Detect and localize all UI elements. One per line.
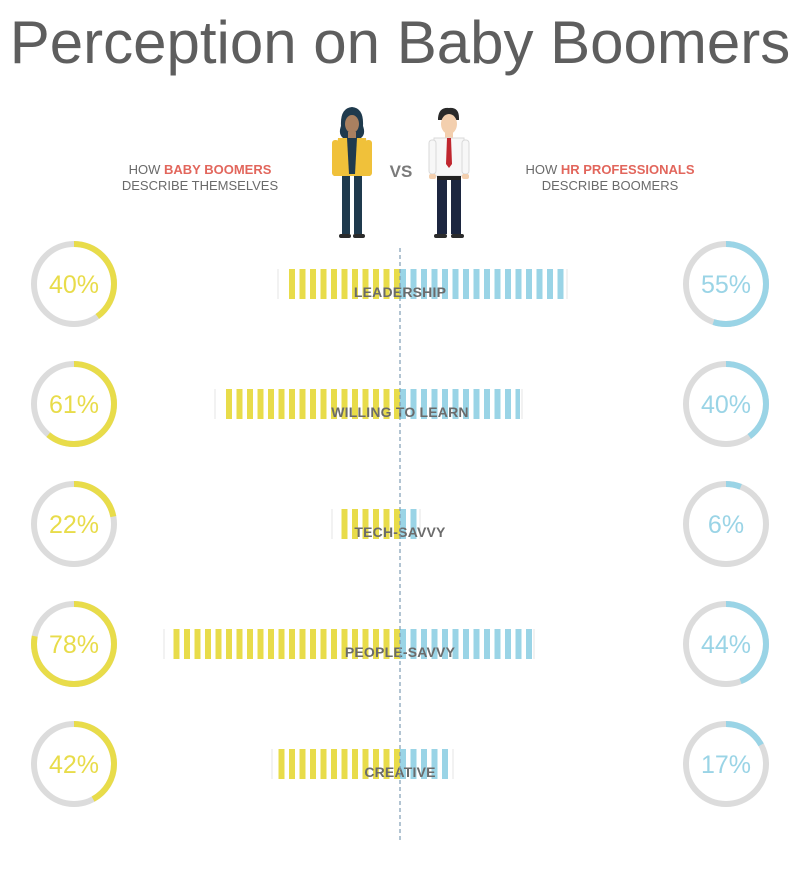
ring-left-creative-arc bbox=[31, 721, 117, 807]
bar-right-people-savvy bbox=[400, 629, 532, 659]
right-header-prefix: HOW bbox=[525, 162, 561, 177]
ring-left-creative-label: 42% bbox=[49, 751, 99, 779]
man-with-red-tie-icon bbox=[428, 107, 470, 238]
ring-left-leadership-arc bbox=[31, 241, 117, 327]
right-header-line2: DESCRIBE BOOMERS bbox=[541, 178, 679, 193]
ring-right-creative-label: 17% bbox=[701, 751, 751, 779]
ring-left-tech-savvy-label: 22% bbox=[49, 511, 99, 539]
ring-left-willing-to-learn-arc bbox=[31, 361, 117, 447]
bar-left-willing-to-learn bbox=[226, 389, 400, 419]
woman-in-yellow-jacket-icon bbox=[332, 107, 372, 238]
chart-title: Perception on Baby Boomers bbox=[9, 9, 791, 76]
ring-left-leadership-label: 40% bbox=[49, 271, 99, 299]
bar-left-tech-savvy bbox=[341, 509, 400, 539]
left-header-line2: DESCRIBE THEMSELVES bbox=[121, 178, 279, 193]
left-header-highlight: BABY BOOMERS bbox=[164, 162, 272, 177]
ring-right-willing-to-learn-arc bbox=[683, 361, 769, 447]
bar-right-creative bbox=[400, 749, 448, 779]
right-series-header: HOW HR PROFESSIONALS DESCRIBE BOOMERS bbox=[490, 162, 730, 194]
ring-right-people-savvy-arc bbox=[683, 601, 769, 687]
ring-right-tech-savvy-label: 6% bbox=[708, 511, 744, 539]
ring-right-willing-to-learn-label: 40% bbox=[701, 391, 751, 419]
bar-left-people-savvy bbox=[173, 629, 400, 659]
bar-left-leadership bbox=[289, 269, 400, 299]
ring-right-tech-savvy-arc bbox=[683, 481, 769, 567]
ring-left-willing-to-learn-label: 61% bbox=[49, 391, 99, 419]
ring-left-tech-savvy-arc bbox=[31, 481, 117, 567]
category-label-creative: CREATIVE bbox=[364, 764, 435, 780]
bar-right-leadership bbox=[400, 269, 564, 299]
left-header-prefix: HOW bbox=[128, 162, 164, 177]
ring-left-people-savvy-arc bbox=[31, 601, 117, 687]
bar-right-willing-to-learn bbox=[400, 389, 520, 419]
ring-right-leadership-arc bbox=[683, 241, 769, 327]
left-series-header: HOW BABY BOOMERS DESCRIBE THEMSELVES bbox=[80, 162, 320, 194]
category-label-people-savvy: PEOPLE-SAVVY bbox=[345, 644, 456, 660]
ring-right-leadership-label: 55% bbox=[701, 271, 751, 299]
vs-label: VS bbox=[389, 162, 413, 181]
bar-left-creative bbox=[278, 749, 400, 779]
bar-right-tech-savvy bbox=[400, 509, 417, 539]
ring-left-people-savvy-label: 78% bbox=[49, 631, 99, 659]
ring-right-creative-arc bbox=[683, 721, 769, 807]
ring-right-people-savvy-label: 44% bbox=[701, 631, 751, 659]
right-header-highlight: HR PROFESSIONALS bbox=[560, 162, 695, 177]
